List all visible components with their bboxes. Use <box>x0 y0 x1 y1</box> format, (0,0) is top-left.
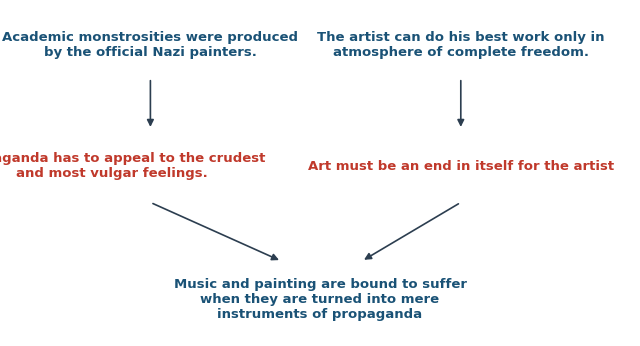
Text: Music and painting are bound to suffer
when they are turned into mere
instrument: Music and painting are bound to suffer w… <box>173 278 467 321</box>
Text: Academic monstrosities were produced
by the official Nazi painters.: Academic monstrosities were produced by … <box>3 31 298 59</box>
Text: Propaganda has to appeal to the crudest
and most vulgar feelings.: Propaganda has to appeal to the crudest … <box>0 152 266 180</box>
Text: The artist can do his best work only in
atmosphere of complete freedom.: The artist can do his best work only in … <box>317 31 605 59</box>
Text: Art must be an end in itself for the artist: Art must be an end in itself for the art… <box>308 160 614 173</box>
